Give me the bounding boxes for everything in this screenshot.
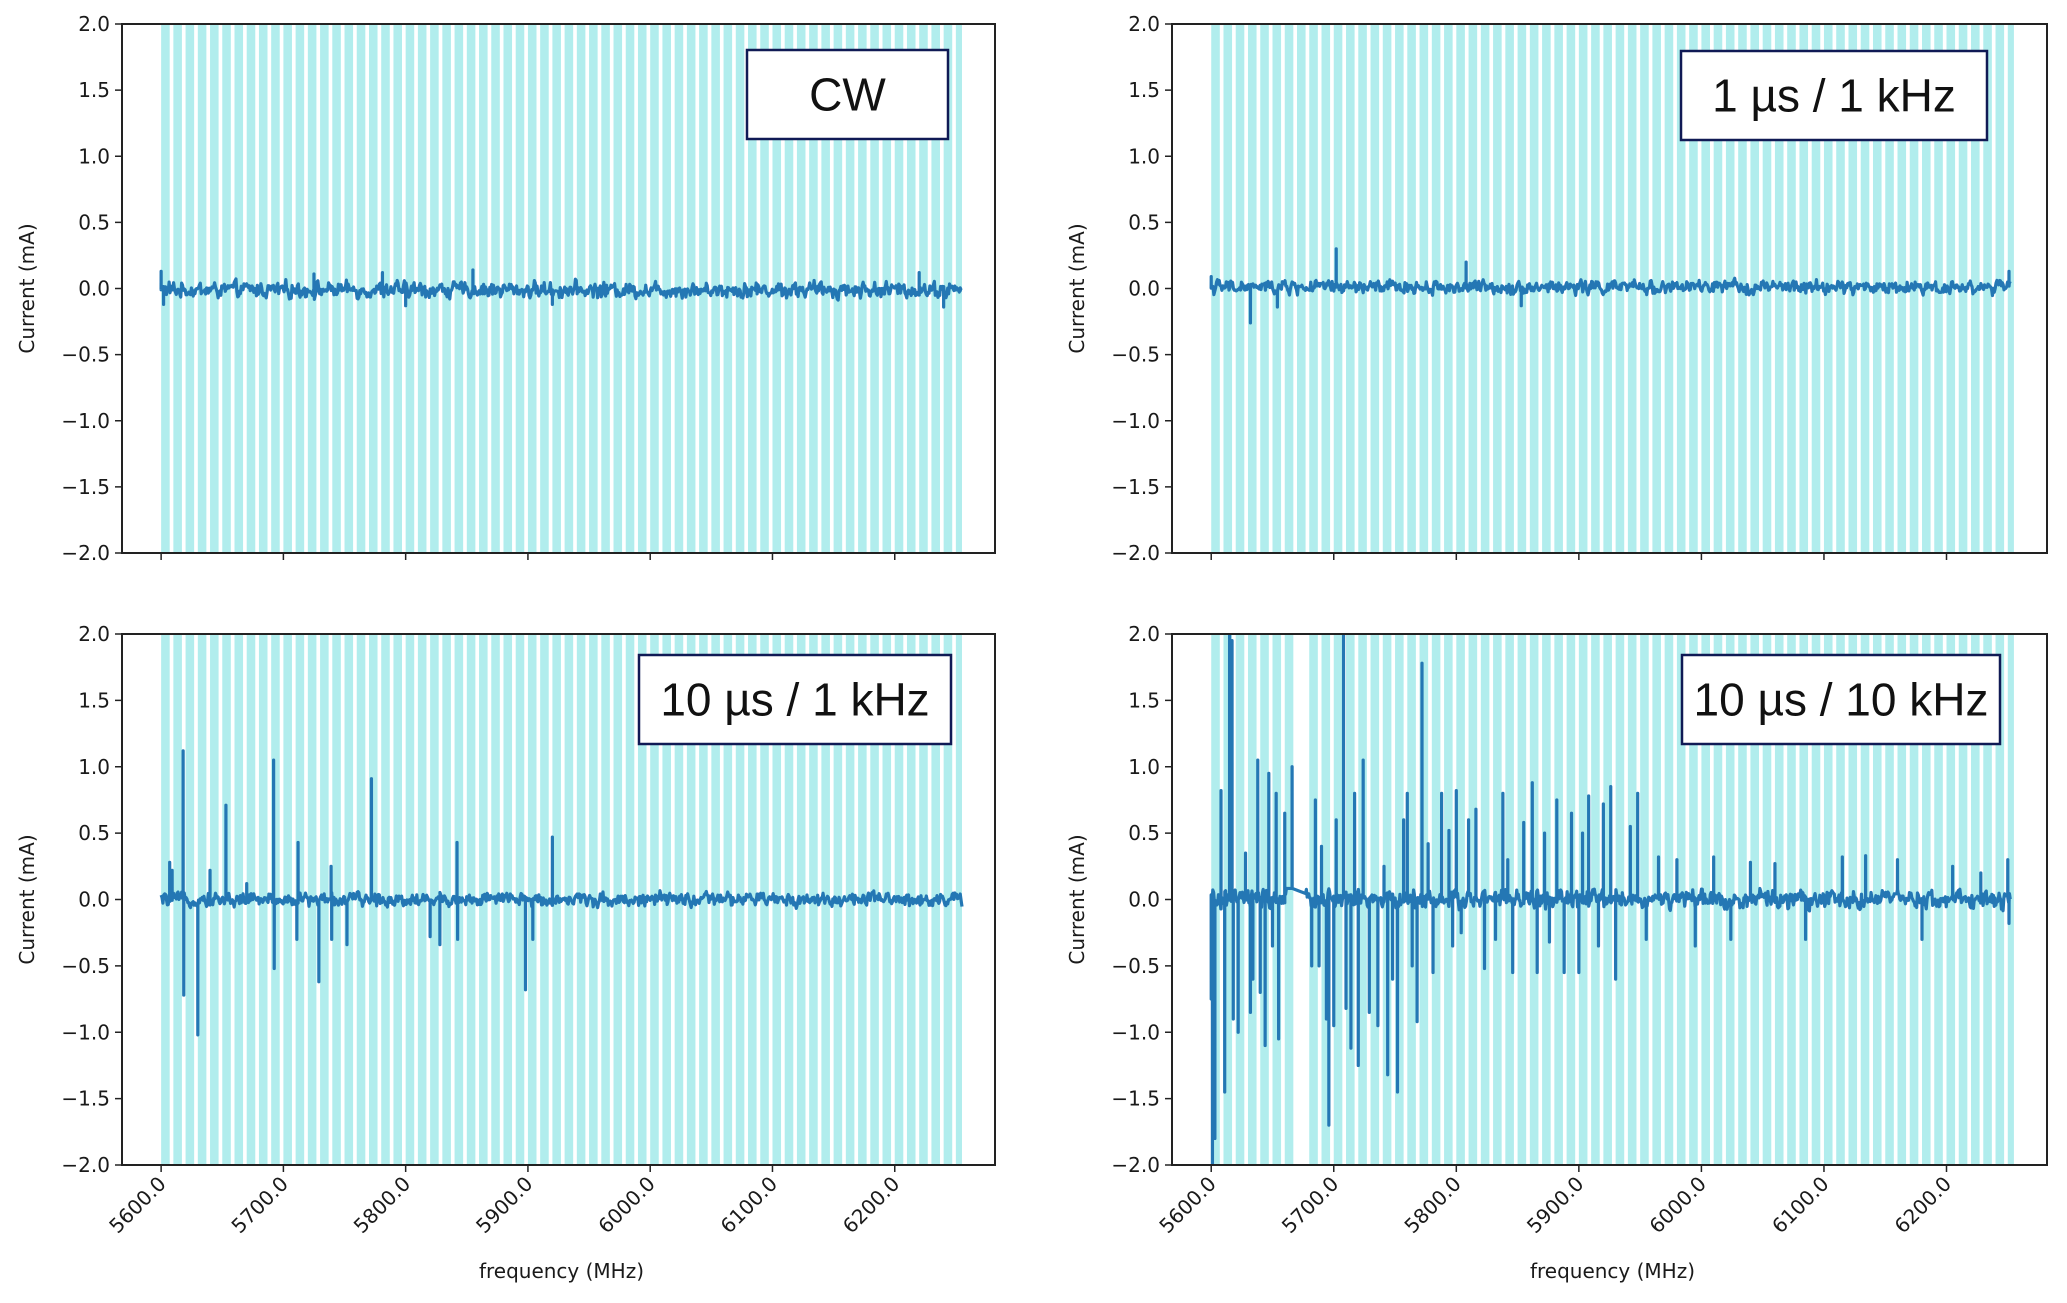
pulse-mode-badge: 10 µs / 1 kHz xyxy=(637,653,953,746)
y-tick-label: −1.0 xyxy=(61,409,110,433)
frequency-band xyxy=(552,24,561,553)
y-tick-label: −2.0 xyxy=(61,1153,110,1177)
y-tick-label: 0.5 xyxy=(1128,821,1160,845)
y-axis-label: Current (mA) xyxy=(15,834,39,964)
badge-box xyxy=(1679,49,1989,142)
current-trace xyxy=(1209,634,2012,1165)
frequency-band xyxy=(1431,24,1441,553)
frequency-band xyxy=(662,24,671,553)
y-axis-label: Current (mA) xyxy=(1065,834,1089,964)
y-tick-label: 2.0 xyxy=(1128,12,1160,36)
y-tick-label: −2.0 xyxy=(1111,541,1160,565)
y-tick-label: 2.0 xyxy=(78,12,110,36)
y-axis-label: Current (mA) xyxy=(15,223,39,353)
y-tick-label: −1.5 xyxy=(61,1087,110,1111)
frequency-band xyxy=(1456,634,1465,1165)
frequency-band xyxy=(234,24,244,553)
current-trace xyxy=(1209,247,2012,325)
badge-box xyxy=(745,48,950,141)
frequency-band xyxy=(1701,24,1710,553)
frequency-band xyxy=(833,24,843,553)
y-tick-label: 1.0 xyxy=(1128,144,1160,168)
y-tick-label: 0.5 xyxy=(78,821,110,845)
y-tick-label: −1.0 xyxy=(61,1020,110,1044)
y-tick-label: 1.0 xyxy=(78,144,110,168)
frequency-band xyxy=(1284,634,1294,1165)
y-tick-label: −1.0 xyxy=(1111,1020,1160,1044)
y-axis-label: Current (mA) xyxy=(1065,223,1089,353)
frequency-band xyxy=(1247,24,1257,553)
y-tick-label: −2.0 xyxy=(61,541,110,565)
y-tick-label: 0.0 xyxy=(1128,277,1160,301)
frequency-band xyxy=(1774,24,1784,553)
frequency-band xyxy=(381,634,390,1165)
pulse-mode-badge: 10 µs / 10 kHz xyxy=(1680,653,2002,746)
badge-box xyxy=(1680,653,2002,746)
badge-label: 10 µs / 10 kHz xyxy=(1694,674,1989,726)
frequency-band xyxy=(307,24,317,553)
y-tick-label: 1.5 xyxy=(1128,688,1160,712)
badge-label: 1 µs / 1 kHz xyxy=(1712,70,1956,122)
frequency-band xyxy=(1627,24,1637,553)
y-tick-label: −0.5 xyxy=(61,954,110,978)
y-tick-label: 2.0 xyxy=(1128,622,1160,646)
y-tick-label: −1.5 xyxy=(1111,1087,1160,1111)
frequency-band xyxy=(466,24,476,553)
y-tick-label: −1.5 xyxy=(1111,475,1160,499)
frequency-band xyxy=(1995,24,2005,553)
frequency-band xyxy=(637,24,647,553)
frequency-band xyxy=(1517,634,1527,1165)
frequency-band xyxy=(845,24,855,553)
frequency-band xyxy=(1676,634,1686,1165)
y-tick-label: 1.5 xyxy=(78,688,110,712)
pulse-mode-badge: CW xyxy=(745,48,950,141)
x-axis-label: frequency (MHz) xyxy=(1530,1259,1695,1283)
badge-label: 10 µs / 1 kHz xyxy=(660,674,929,726)
pulse-mode-badge: 1 µs / 1 kHz xyxy=(1679,49,1989,142)
y-tick-label: 1.0 xyxy=(1128,755,1160,779)
y-tick-label: 2.0 xyxy=(78,622,110,646)
y-tick-label: 0.5 xyxy=(78,210,110,234)
panel-cw: −2.0 −1.5 −1.0 −0.5 0.0 0.5 1.0 1.5 2.0 Current (… xyxy=(15,12,996,565)
x-axis-label: frequency (MHz) xyxy=(479,1259,644,1283)
badge-box xyxy=(637,653,953,746)
frequency-band xyxy=(686,634,696,1165)
y-tick-label: 0.5 xyxy=(1128,210,1160,234)
y-tick-label: 0.0 xyxy=(1128,888,1160,912)
frequency-band xyxy=(723,634,733,1165)
y-tick-label: −0.5 xyxy=(1111,343,1160,367)
panel-1us-1khz: −2.0 −1.5 −1.0 −0.5 0.0 0.5 1.0 1.5 2.0 Current (… xyxy=(1065,12,2048,565)
frequency-band xyxy=(1725,24,1735,553)
frequency-band xyxy=(2007,634,2014,1165)
y-tick-label: −1.0 xyxy=(1111,409,1160,433)
frequency-band xyxy=(882,634,892,1165)
y-tick-label: 0.0 xyxy=(78,888,110,912)
y-tick-label: 1.5 xyxy=(78,78,110,102)
frequency-band xyxy=(1934,24,1943,553)
current-trace xyxy=(159,268,963,309)
frequency-band xyxy=(185,634,195,1165)
y-tick-label: −1.5 xyxy=(61,475,110,499)
y-tick-label: −2.0 xyxy=(1111,1153,1160,1177)
current-trace xyxy=(159,749,964,1037)
y-tick-label: 1.0 xyxy=(78,755,110,779)
y-tick-label: 1.5 xyxy=(1128,78,1160,102)
frequency-band xyxy=(699,634,708,1165)
frequency-band xyxy=(2007,24,2014,553)
y-tick-label: −0.5 xyxy=(61,343,110,367)
frequency-band xyxy=(515,24,525,553)
y-tick-label: −0.5 xyxy=(1111,954,1160,978)
y-tick-label: 0.0 xyxy=(78,277,110,301)
frequency-band xyxy=(1297,24,1306,553)
badge-label: CW xyxy=(809,69,886,121)
